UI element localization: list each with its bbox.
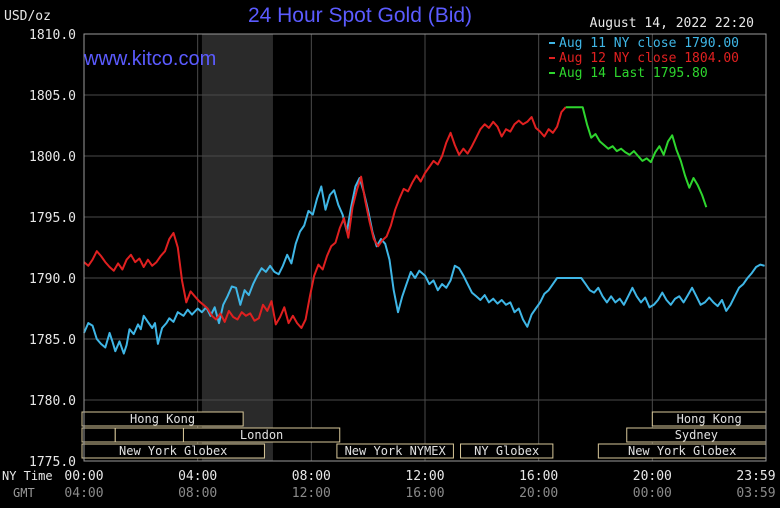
unit-label: USD/oz xyxy=(4,9,51,24)
session-bar: New York Globex xyxy=(81,443,265,459)
plot-border xyxy=(83,33,767,462)
x-tick-label-gmt: 16:00 xyxy=(405,486,444,501)
session-label: London xyxy=(240,428,283,442)
series-layer xyxy=(83,106,765,355)
session-box xyxy=(114,427,184,443)
y-tick-label: 1790.0 xyxy=(29,272,76,287)
ny-time-label: NY Time xyxy=(2,469,53,483)
session-box xyxy=(81,427,116,443)
timestamp: August 14, 2022 22:20 xyxy=(589,16,754,31)
x-tick-label-ny: 04:00 xyxy=(178,469,217,484)
y-tick-label: 1775.0 xyxy=(29,455,76,470)
session-label: New York Globex xyxy=(628,444,736,458)
site-watermark: www.kitco.com xyxy=(84,48,217,70)
x-tick-label-ny: 00:00 xyxy=(64,469,103,484)
x-tick-label-gmt: 12:00 xyxy=(292,486,331,501)
y-tick-label: 1805.0 xyxy=(29,89,76,104)
session-bar: Hong Kong xyxy=(81,411,244,427)
session-box xyxy=(182,427,341,443)
session-bar xyxy=(81,427,116,443)
session-box xyxy=(460,443,554,459)
x-tick-label-gmt: 03:59 xyxy=(736,486,775,501)
x-axis-ticks: 00:00 04:00 04:00 08:00 08:00 12:00 12:00 16:00… xyxy=(64,469,775,501)
session-box xyxy=(81,411,244,427)
session-bar: Hong Kong xyxy=(651,411,767,427)
x-tick-label-gmt: 08:00 xyxy=(178,486,217,501)
session-bar: New York NYMEX xyxy=(336,443,454,459)
session-bar: London xyxy=(182,427,341,443)
session-label: New York Globex xyxy=(119,444,227,458)
x-tick-label-gmt: 04:00 xyxy=(64,486,103,501)
legend-entry: Aug 12 NY close 1804.00 xyxy=(559,51,739,66)
session-box xyxy=(336,443,454,459)
x-tick-label-ny: 23:59 xyxy=(736,469,775,484)
y-tick-label: 1810.0 xyxy=(29,28,76,43)
session-box xyxy=(81,443,265,459)
session-label: NY Globex xyxy=(474,444,539,458)
chart-title: 24 Hour Spot Gold (Bid) xyxy=(247,4,473,27)
y-tick-label: 1780.0 xyxy=(29,394,76,409)
session-bar: Sydney xyxy=(626,427,767,443)
session-bar xyxy=(114,427,184,443)
x-tick-label-gmt: 20:00 xyxy=(519,486,558,501)
nymex-session-shade xyxy=(201,34,273,461)
x-tick-label-ny: 12:00 xyxy=(405,469,444,484)
gmt-label: GMT xyxy=(13,486,35,500)
y-tick-label: 1785.0 xyxy=(29,333,76,348)
market-sessions: Hong Kong London New York Globex New York N… xyxy=(81,411,767,459)
series-line xyxy=(83,106,567,329)
session-label: Hong Kong xyxy=(677,412,742,426)
session-label: Hong Kong xyxy=(130,412,195,426)
session-label: New York NYMEX xyxy=(345,444,447,458)
x-tick-label-gmt: 00:00 xyxy=(633,486,672,501)
legend-entry: Aug 11 NY close 1790.00 xyxy=(559,36,739,51)
y-tick-label: 1795.0 xyxy=(29,211,76,226)
x-tick-label-ny: 20:00 xyxy=(633,469,672,484)
session-bar: NY Globex xyxy=(460,443,554,459)
y-tick-label: 1800.0 xyxy=(29,150,76,165)
legend-entry: Aug 14 Last 1795.80 xyxy=(559,66,708,81)
x-tick-label-ny: 08:00 xyxy=(292,469,331,484)
series-line xyxy=(565,106,708,208)
series-line xyxy=(83,177,765,355)
y-axis-ticks: 1775.0 1780.0 1785.0 1790.0 1795.0 1800.0 1805… xyxy=(29,28,76,470)
session-bar: New York Globex xyxy=(597,443,767,459)
x-tick-label-ny: 16:00 xyxy=(519,469,558,484)
session-label: Sydney xyxy=(675,428,718,442)
